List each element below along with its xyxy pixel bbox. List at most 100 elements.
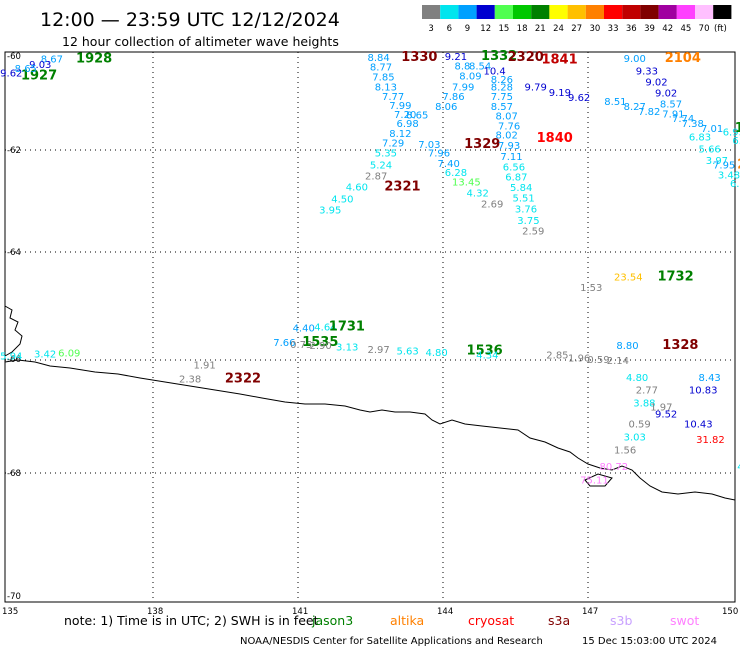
pass-time-label: 1328: [662, 338, 698, 353]
satellite-altika: altika: [390, 613, 424, 628]
wave-height-value: 9.02: [645, 77, 667, 88]
legend-swatch: [585, 5, 604, 19]
wave-height-value: 3.13: [336, 343, 358, 354]
wave-height-value: 8.09: [459, 72, 481, 83]
legend-swatch: [695, 5, 714, 19]
wave-height-value: 7.38: [682, 119, 704, 130]
wave-height-value: 2.59: [522, 227, 544, 238]
legend-swatch: [658, 5, 677, 19]
pass-time-label: 1346: [735, 121, 740, 136]
pass-time-label: 2320: [508, 50, 544, 65]
wave-height-value: 7.74: [672, 114, 694, 125]
wave-height-value: 5.63: [396, 346, 418, 357]
pass-time-label: 2104: [665, 51, 701, 66]
legend-label: 42: [662, 24, 673, 34]
wave-height-value: 8.77: [370, 63, 392, 74]
wave-height-value: 10.43: [684, 419, 713, 430]
legend-label: 27: [571, 24, 582, 34]
coastline: [4, 305, 736, 501]
wave-height-value: 8.57: [491, 102, 513, 113]
pass-time-label: 1329: [464, 137, 500, 152]
legend-label: 36: [626, 24, 637, 34]
legend-label: 39: [644, 24, 655, 34]
wave-height-value: 10.83: [689, 385, 718, 396]
wave-height-value: 6.09: [58, 348, 80, 359]
wave-height-value: 5.35: [375, 149, 397, 160]
legend-swatch: [640, 5, 659, 19]
wave-height-value: 7.76: [498, 122, 520, 133]
wave-height-value: 8.28: [491, 82, 513, 93]
wave-height-value: 0.59: [628, 419, 650, 430]
wave-height-value: 7.93: [498, 141, 520, 152]
wave-height-value: 5.94: [0, 352, 22, 363]
wave-height-value: 3.88: [633, 398, 655, 409]
wave-height-value: 9.00: [624, 54, 646, 65]
wave-height-value: 2.14: [607, 356, 629, 367]
pass-time-label: 1928: [76, 51, 112, 66]
wave-height-value: 4.60: [346, 183, 368, 194]
wave-height-value: 3.48: [718, 170, 740, 181]
legend-label: 6: [447, 24, 452, 34]
wave-height-value: 0.75: [290, 340, 312, 351]
legend-label: 18: [517, 24, 528, 34]
wave-height-value: 2.38: [179, 375, 201, 386]
legend-swatch: [622, 5, 641, 19]
wave-height-value: 4.3: [737, 462, 740, 473]
lon-label-141: 141: [292, 607, 308, 617]
wave-height-value: 7.29: [382, 139, 404, 150]
lat-label-64: -64: [7, 248, 21, 258]
wave-height-value: 7.85: [372, 73, 394, 84]
wave-height-value: 7.96: [428, 149, 450, 160]
satellite-legend: jason3 altika cryosat s3a s3b swot: [311, 613, 699, 628]
wave-height-value: 8.65: [15, 64, 37, 75]
wave-height-value: 7.82: [638, 107, 660, 118]
wave-height-value: 8.27: [624, 102, 646, 113]
legend-swatch: [676, 5, 695, 19]
wave-height-value: 2.69: [481, 200, 503, 211]
wave-height-value: 5.51: [512, 193, 534, 204]
wave-height-value: 4.80: [626, 373, 648, 384]
lon-label-138: 138: [147, 607, 163, 617]
wave-height-value: 8.51: [604, 97, 626, 108]
pass-time-label: 1535: [302, 335, 338, 350]
lon-label-150: 150: [722, 607, 738, 617]
wave-height-value: 7.95: [713, 160, 735, 171]
legend-unit: (ft): [714, 24, 727, 34]
wave-height-value: 8.57: [660, 99, 682, 110]
wave-height-value: 6.98: [396, 119, 418, 130]
legend-swatch: [458, 5, 477, 19]
map-subtitle: 12 hour collection of altimeter wave hei…: [62, 34, 339, 49]
wave-height-value: 7.20: [394, 110, 416, 121]
wave-height-value: 2.77: [636, 385, 658, 396]
latitude-labels: -60 -62 -64 -66 -68 -70: [7, 52, 21, 602]
wave-height-value: 9.79: [525, 82, 547, 93]
pass-time-label: 1731: [329, 320, 365, 335]
lat-label-66: -66: [7, 355, 21, 365]
pass-time-label: 1536: [467, 343, 503, 358]
wave-height-value: 3.75: [517, 216, 539, 227]
wave-height-value: 8.43: [699, 373, 721, 384]
wave-height-value: 1.97: [650, 402, 672, 413]
legend-label: 24: [553, 24, 564, 34]
wave-height-value: 3.03: [624, 432, 646, 443]
wave-height-value: 7.03: [418, 140, 440, 151]
pass-time-label: 1927: [21, 69, 57, 84]
wave-height-value: 6.79: [730, 179, 740, 190]
wave-height-value: 9.21: [445, 52, 467, 63]
wave-height-value: 9.62: [0, 69, 22, 80]
wave-height-value: 75.11: [580, 475, 609, 486]
wave-height-value: 2.97: [367, 345, 389, 356]
map-title: 12:00 — 23:59 UTC 12/12/2024: [40, 9, 340, 31]
wave-height-value: 8.8: [454, 62, 470, 73]
wave-height-value: 80.72: [599, 462, 628, 473]
wave-height-value: 3.97: [706, 156, 728, 167]
satellite-cryosat: cryosat: [468, 613, 514, 628]
wave-height-value: 2.87: [365, 172, 387, 183]
wave-height-value: 10.4: [483, 67, 505, 78]
legend-label: 45: [680, 24, 691, 34]
wave-height-value: 0.59: [587, 355, 609, 366]
legend-swatch: [494, 5, 513, 19]
wave-height-value: 7.75: [491, 92, 513, 103]
graticule: [5, 52, 735, 602]
legend-swatch: [422, 5, 441, 19]
